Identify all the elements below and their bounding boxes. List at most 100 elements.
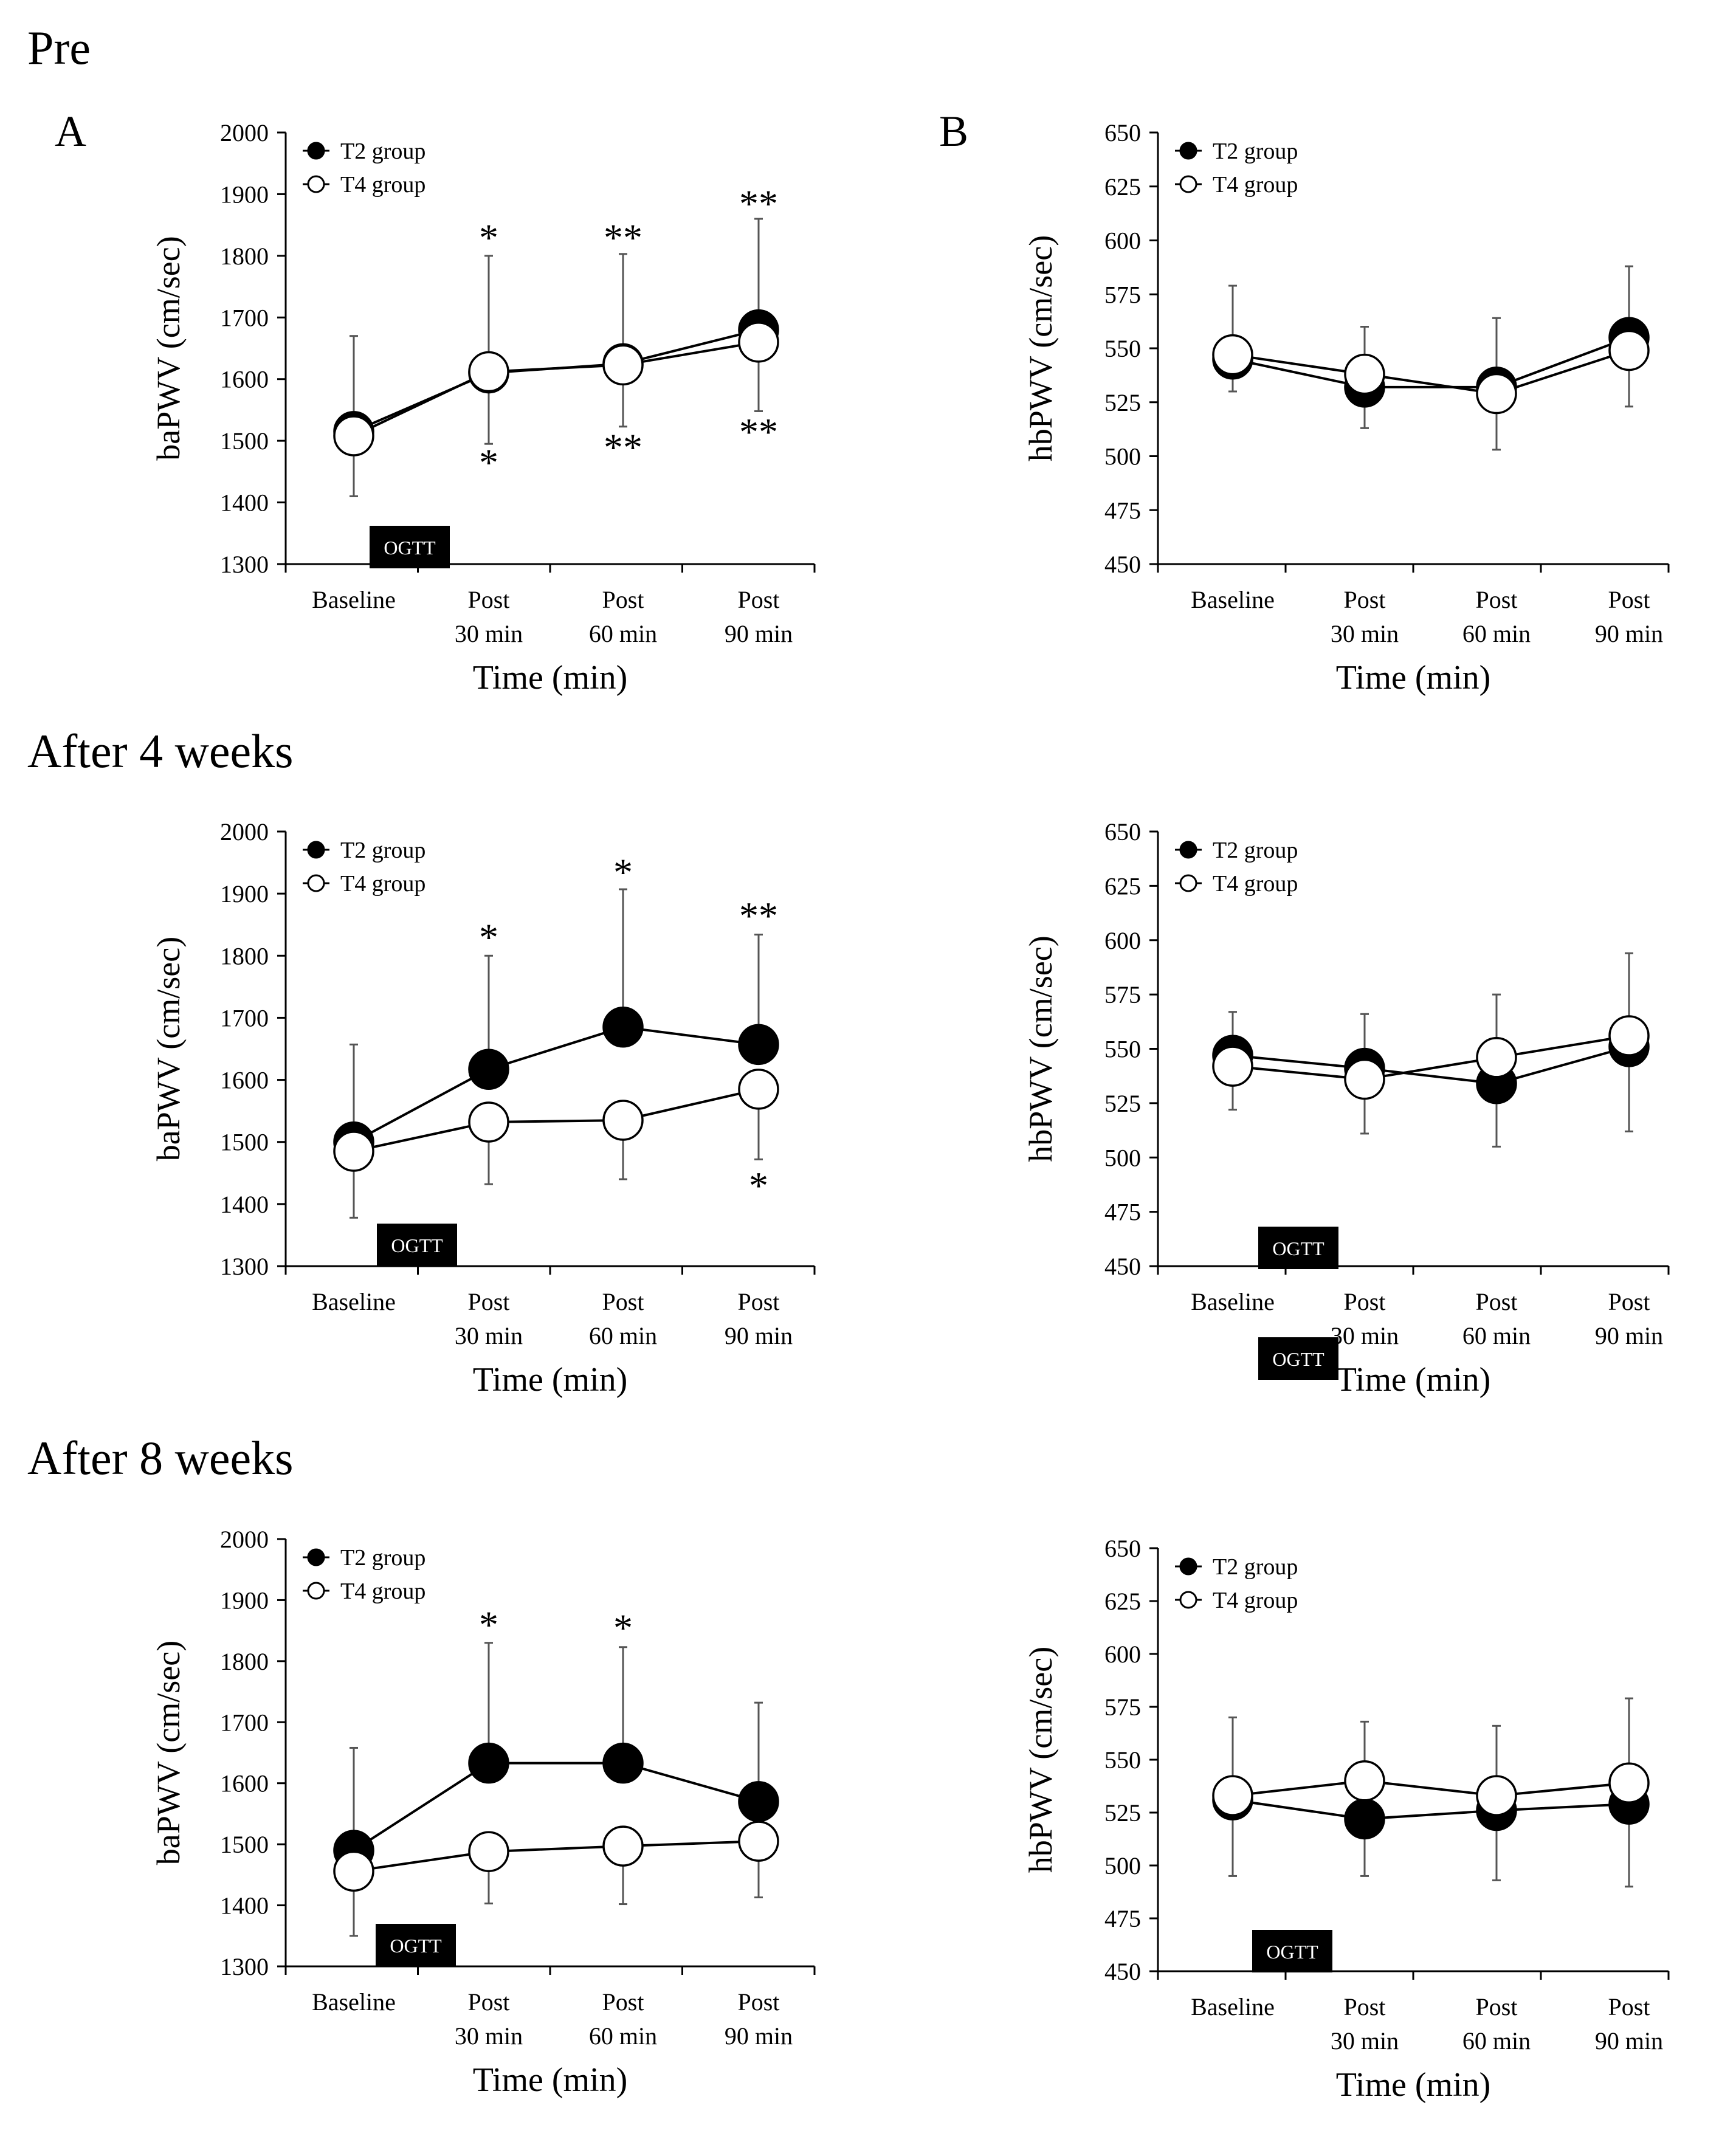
y-tick-label: 600: [1104, 927, 1141, 954]
chart-4w-baPWV: 1300 1400 1500 1600 1700 1800 1900 2000 Baseline…: [150, 818, 816, 1399]
x-tick-label: Post: [1344, 586, 1386, 613]
legend-marker-t2: [1179, 1557, 1197, 1576]
y-tick-label: 575: [1104, 1693, 1141, 1721]
ogtt-box: [370, 526, 450, 568]
legend-marker-t4: [1179, 874, 1197, 892]
series-line-t4: [353, 1087, 759, 1152]
legend-marker-t2: [1179, 841, 1197, 859]
ogtt-marker: OGTT: [1252, 1930, 1332, 1972]
data-point-t4: [1212, 1045, 1253, 1087]
significance-marker: *: [749, 1164, 768, 1207]
ogtt-marker: OGTT: [1258, 1337, 1338, 1380]
y-tick-label: 1600: [220, 1770, 269, 1797]
x-tick-label: Baseline: [312, 1288, 396, 1315]
legend-marker-t2: [1179, 142, 1197, 160]
significance-marker: *: [479, 441, 498, 484]
series-line-t4: [1232, 1035, 1630, 1081]
y-axis-title: baPWV (cm/sec): [150, 236, 187, 460]
significance-marker: **: [604, 425, 642, 469]
legend-marker-t2: [307, 841, 325, 859]
y-tick-label: 1600: [220, 366, 269, 393]
legend-label-t2: T2 group: [1213, 838, 1298, 863]
data-point-t4: [738, 1069, 779, 1110]
x-tick-label: 90 min: [725, 1322, 793, 1349]
data-point-t4: [468, 1831, 509, 1872]
data-point-t4: [1212, 1775, 1253, 1816]
significance-marker: **: [739, 894, 778, 937]
ogtt-label: OGTT: [1272, 1348, 1324, 1370]
x-tick-label: Baseline: [1191, 1993, 1275, 2020]
x-tick-label: Post: [738, 586, 780, 613]
ogtt-label: OGTT: [1272, 1238, 1324, 1259]
y-tick-label: 1700: [220, 304, 269, 331]
ogtt-box: [1252, 1930, 1332, 1972]
significance-marker: *: [479, 916, 498, 959]
x-tick-label: Post: [1344, 1288, 1386, 1315]
series-line-t4: [1232, 349, 1630, 395]
panel-label-a: A: [55, 107, 86, 156]
y-axis-title: baPWV (cm/sec): [150, 1641, 187, 1865]
legend-label-t4: T4 group: [1213, 1588, 1298, 1613]
ogtt-marker: OGTT: [1258, 1227, 1338, 1269]
y-tick-label: 1300: [220, 551, 269, 578]
legend-label-t4: T4 group: [1213, 172, 1298, 198]
data-point-t4: [1344, 1760, 1385, 1802]
significance-marker: *: [613, 850, 633, 894]
y-tick-label: 550: [1104, 1036, 1141, 1063]
x-tick-label: Post: [468, 586, 510, 613]
legend-marker-t2: [307, 142, 325, 160]
data-point-t2: [468, 1742, 509, 1784]
section-title-after-4-weeks: After 4 weeks: [27, 725, 294, 777]
legend-label-t4: T4 group: [1213, 871, 1298, 897]
y-tick-label: 1400: [220, 1892, 269, 1920]
x-tick-label: 60 min: [589, 1322, 657, 1349]
legend-marker-t4: [307, 1582, 325, 1600]
data-point-t4: [1608, 1762, 1650, 1804]
x-axis-title: Time (min): [1336, 1361, 1491, 1399]
y-axis-title: hbPWV (cm/sec): [1022, 935, 1059, 1162]
y-tick-label: 1400: [220, 489, 269, 517]
x-tick-label: 90 min: [1595, 2027, 1663, 2055]
y-tick-label: 2000: [220, 818, 269, 846]
data-point-t4: [1476, 1775, 1517, 1816]
data-point-t4: [1344, 353, 1385, 395]
x-tick-label: Post: [1608, 586, 1650, 613]
x-tick-label: Post: [1608, 1993, 1650, 2020]
data-point-t4: [333, 1850, 374, 1892]
significance-marker: *: [479, 216, 498, 259]
ogtt-box: [376, 1924, 456, 1966]
data-point-t4: [602, 1825, 644, 1867]
y-tick-label: 625: [1104, 872, 1141, 900]
y-tick-label: 450: [1104, 1958, 1141, 1985]
x-axis-title: Time (min): [473, 659, 628, 697]
x-tick-label: 90 min: [725, 2022, 793, 2050]
x-axis-title: Time (min): [473, 2061, 628, 2099]
ogtt-marker: OGTT: [377, 1224, 457, 1266]
data-point-t2: [738, 1024, 779, 1066]
data-point-t2: [468, 1049, 509, 1090]
x-tick-label: 30 min: [1331, 620, 1399, 647]
chart-pre-baPWV: 1300 1400 1500 1600 1700 1800 1900 2000 Baseline…: [150, 119, 816, 697]
y-tick-label: 650: [1104, 1535, 1141, 1562]
legend-label-t4: T4 group: [340, 871, 425, 897]
y-tick-label: 1900: [220, 880, 269, 908]
x-tick-label: 60 min: [1462, 620, 1531, 647]
series-line-t2: [1232, 1045, 1630, 1085]
x-tick-label: Baseline: [1191, 1288, 1275, 1315]
y-tick-label: 525: [1104, 389, 1141, 416]
y-tick-label: 1500: [220, 1129, 269, 1156]
data-point-t4: [468, 351, 509, 393]
ogtt-label: OGTT: [1266, 1941, 1318, 1963]
ogtt-box: [1258, 1337, 1338, 1380]
series-line-t2: [1232, 1799, 1630, 1820]
y-axis-title: baPWV (cm/sec): [150, 937, 187, 1161]
x-tick-label: 30 min: [455, 1322, 523, 1349]
legend-label-t2: T2 group: [340, 139, 425, 164]
x-tick-label: 60 min: [1462, 2027, 1531, 2055]
y-tick-label: 2000: [220, 119, 269, 146]
legend-label-t2: T2 group: [1213, 139, 1298, 164]
y-tick-label: 525: [1104, 1799, 1141, 1827]
x-tick-label: Post: [1476, 586, 1518, 613]
y-tick-label: 2000: [220, 1526, 269, 1553]
